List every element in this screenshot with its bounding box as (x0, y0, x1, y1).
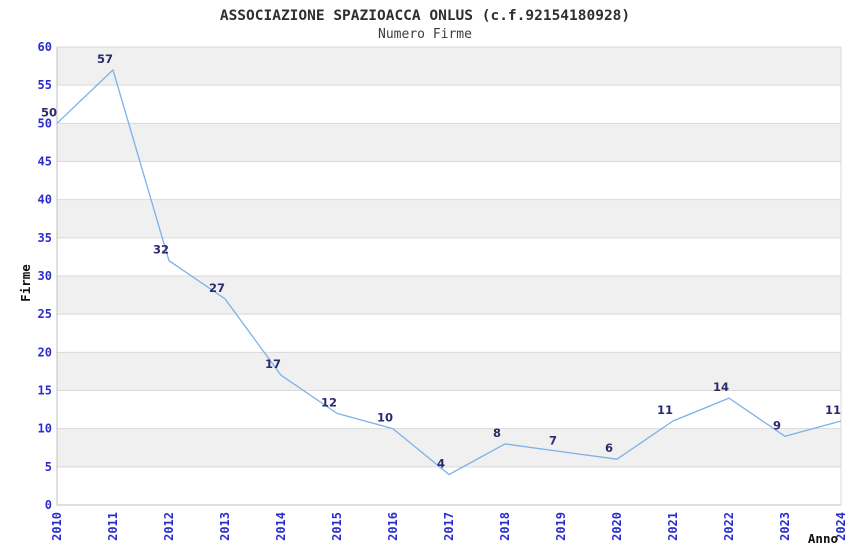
y-tick-label: 45 (38, 155, 52, 169)
y-tick-label: 20 (38, 345, 52, 359)
plot-band (57, 276, 841, 315)
plot-band (57, 47, 841, 86)
x-tick-label: 2017 (442, 512, 456, 541)
x-tick-label: 2023 (778, 512, 792, 541)
y-axis-ticks: 0 5 10 15 20 25 30 35 40 45 50 55 60 (38, 40, 52, 512)
plot-band (57, 123, 841, 162)
point-labels: 50 57 32 27 17 12 10 4 8 7 6 11 14 9 11 (41, 52, 841, 471)
x-tick-label: 2019 (554, 512, 568, 541)
point-label: 32 (153, 243, 169, 257)
x-tick-label: 2014 (274, 512, 288, 541)
point-label: 27 (209, 281, 225, 295)
y-tick-label: 55 (38, 78, 52, 92)
plot-bands (57, 47, 841, 467)
plot-band (57, 428, 841, 467)
y-tick-label: 50 (38, 116, 52, 130)
x-tick-label: 2018 (498, 512, 512, 541)
point-label: 8 (493, 426, 501, 440)
point-label: 14 (713, 380, 729, 394)
point-label: 12 (321, 395, 337, 409)
x-tick-label: 2013 (218, 512, 232, 541)
chart-title: ASSOCIAZIONE SPAZIOACCA ONLUS (c.f.92154… (220, 8, 630, 24)
point-label: 11 (825, 403, 841, 417)
y-tick-label: 0 (45, 498, 52, 512)
x-tick-label: 2024 (834, 512, 848, 541)
point-label: 17 (265, 357, 281, 371)
plot-border (56, 47, 842, 506)
point-label: 4 (437, 457, 445, 471)
y-axis-title: Firme (18, 264, 33, 302)
x-tick-label: 2015 (330, 512, 344, 541)
y-tick-label: 10 (38, 422, 52, 436)
x-axis-title: Anno (808, 531, 838, 546)
y-tick-label: 15 (38, 384, 52, 398)
x-tick-label: 2010 (50, 512, 64, 541)
y-tick-label: 5 (45, 460, 52, 474)
plot-band (57, 199, 841, 238)
x-tick-label: 2020 (610, 512, 624, 541)
gridlines (57, 46, 841, 468)
y-tick-label: 30 (38, 269, 52, 283)
y-tick-label: 60 (38, 40, 52, 54)
point-label: 57 (97, 52, 113, 66)
data-series-line (56, 69, 842, 476)
point-label: 7 (549, 434, 557, 448)
plot-band (57, 352, 841, 391)
x-tick-label: 2022 (722, 512, 736, 541)
point-label: 6 (605, 441, 613, 455)
x-tick-label: 2016 (386, 512, 400, 541)
chart-subtitle: Numero Firme (378, 27, 472, 42)
point-label: 50 (41, 105, 57, 119)
point-label: 9 (773, 418, 781, 432)
point-label: 11 (657, 403, 673, 417)
x-axis-ticks: 2010 2011 2012 2013 2014 2015 2016 2017 2018 2019… (50, 512, 848, 541)
y-tick-label: 35 (38, 231, 52, 245)
point-label: 10 (377, 411, 393, 425)
x-tick-label: 2011 (106, 512, 120, 541)
y-tick-label: 40 (38, 193, 52, 207)
x-tick-label: 2012 (162, 512, 176, 541)
y-tick-label: 25 (38, 307, 52, 321)
x-tick-label: 2021 (666, 512, 680, 541)
series-line (56, 69, 842, 476)
